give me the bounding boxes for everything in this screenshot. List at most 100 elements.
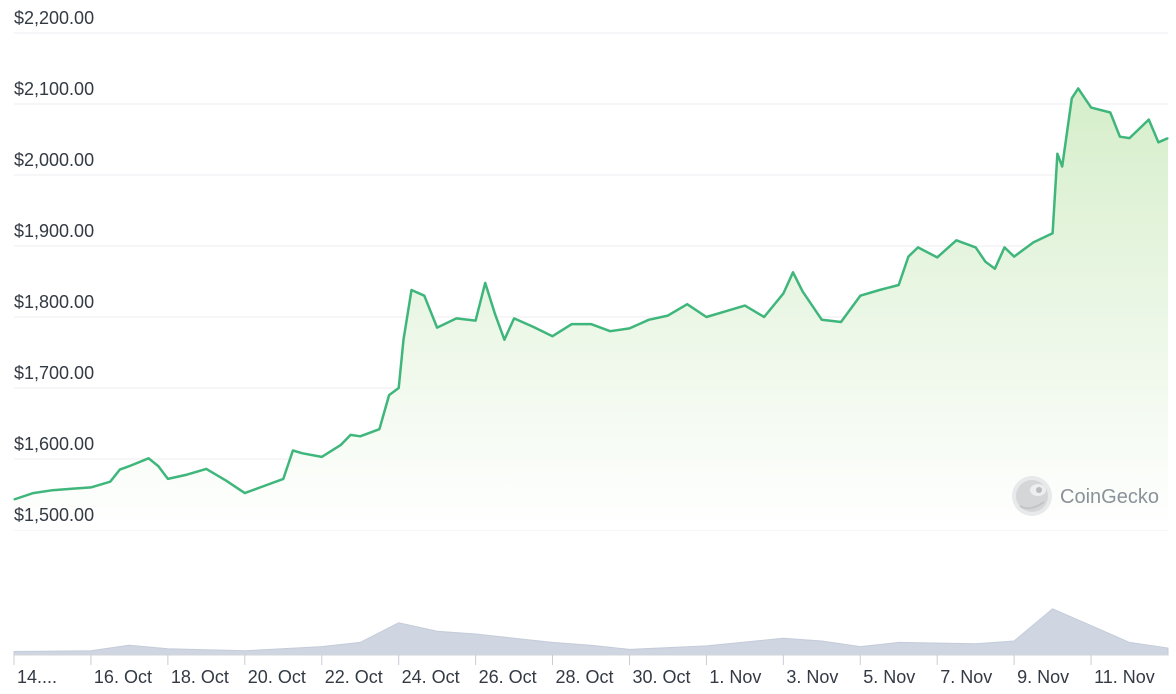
- price-point: [263, 485, 265, 487]
- price-point: [1119, 136, 1121, 138]
- y-tick-label: $1,800.00: [14, 292, 94, 312]
- price-point: [821, 319, 823, 321]
- price-point: [475, 320, 477, 322]
- price-point: [1148, 119, 1150, 121]
- price-line-layer: [13, 87, 1169, 501]
- price-point: [859, 295, 861, 297]
- x-tick-label: 28. Oct: [556, 667, 614, 687]
- price-point: [628, 327, 631, 329]
- price-point: [109, 481, 111, 483]
- price-point: [51, 489, 54, 491]
- x-tick-label: 16. Oct: [94, 667, 152, 687]
- price-point: [398, 387, 400, 389]
- price-point: [917, 246, 919, 248]
- price-point: [167, 478, 169, 480]
- y-tick-label: $1,700.00: [14, 363, 94, 383]
- x-tick-label: 20. Oct: [248, 667, 306, 687]
- price-point: [503, 339, 505, 341]
- price-point: [1003, 246, 1006, 248]
- x-tick-label: 30. Oct: [632, 667, 690, 687]
- x-tick-label: 18. Oct: [171, 667, 229, 687]
- y-tick-label: $2,200.00: [14, 8, 94, 28]
- price-point: [350, 434, 352, 436]
- price-point: [244, 492, 246, 494]
- y-tick-label: $1,600.00: [14, 434, 94, 454]
- price-point: [71, 488, 73, 490]
- y-axis-labels: $1,500.00 $1,600.00 $1,700.00 $1,800.00 $1,9…: [14, 8, 94, 525]
- x-tick-label: 7. Nov: [940, 667, 992, 687]
- y-tick-label: $1,900.00: [14, 221, 94, 241]
- price-point: [1071, 97, 1073, 99]
- price-point: [423, 295, 425, 297]
- volume-area-layer: [13, 608, 1169, 656]
- price-point: [667, 315, 669, 317]
- price-point: [402, 339, 405, 341]
- price-point: [1167, 137, 1169, 139]
- price-point: [410, 289, 413, 291]
- watermark-label: CoinGecko: [1060, 486, 1159, 508]
- coingecko-watermark: CoinGecko: [1012, 476, 1159, 516]
- price-point: [282, 478, 284, 480]
- volume-area: [13, 608, 1169, 656]
- price-point: [955, 239, 958, 241]
- price-point: [725, 310, 727, 312]
- x-tick-label: 1. Nov: [709, 667, 761, 687]
- price-point: [1013, 256, 1015, 258]
- price-point: [1061, 165, 1063, 168]
- price-point: [571, 323, 573, 325]
- price-point: [359, 435, 361, 437]
- price-point: [1056, 153, 1058, 155]
- price-point: [1090, 107, 1092, 109]
- price-point: [388, 394, 390, 396]
- price-point: [157, 465, 159, 467]
- price-point: [119, 469, 121, 471]
- price-point: [532, 326, 534, 328]
- price-point: [225, 479, 227, 481]
- price-point: [907, 256, 910, 258]
- price-point: [1128, 137, 1131, 139]
- x-tick-label: 11. Nov: [1094, 667, 1155, 687]
- price-point: [494, 312, 496, 314]
- price-point: [13, 498, 15, 501]
- price-point: [1052, 232, 1054, 234]
- x-tick-label: 24. Oct: [402, 667, 460, 687]
- y-tick-label: $2,100.00: [14, 79, 94, 99]
- x-tick-label: 26. Oct: [479, 667, 537, 687]
- price-point: [763, 316, 765, 318]
- price-point: [32, 492, 34, 494]
- price-point: [378, 428, 380, 430]
- price-point: [994, 268, 996, 270]
- gecko-logo-icon: [1012, 476, 1052, 516]
- x-tick-label: 14....: [17, 667, 57, 687]
- price-point: [878, 289, 881, 291]
- x-tick-label: 3. Nov: [786, 667, 838, 687]
- price-point: [186, 474, 188, 476]
- y-tick-label: $2,000.00: [14, 150, 94, 170]
- price-point: [648, 319, 650, 321]
- price-area: [14, 88, 1168, 531]
- price-point: [340, 444, 342, 446]
- price-point: [301, 452, 304, 454]
- y-tick-label: $1,500.00: [14, 505, 94, 525]
- price-point: [984, 261, 986, 263]
- price-point: [1032, 241, 1034, 243]
- price-point: [590, 323, 592, 325]
- price-point: [802, 290, 804, 292]
- price-point: [1157, 141, 1159, 143]
- price-point: [898, 284, 900, 286]
- price-point: [1109, 111, 1111, 114]
- price-point: [705, 316, 708, 318]
- price-point: [792, 271, 794, 273]
- price-area-layer: [14, 88, 1168, 531]
- price-point: [840, 321, 842, 323]
- price-point: [551, 335, 554, 337]
- price-point: [205, 468, 207, 470]
- x-tick-label: 22. Oct: [325, 667, 383, 687]
- price-point: [609, 330, 611, 332]
- price-point: [436, 327, 438, 329]
- price-point: [148, 457, 150, 459]
- price-point: [292, 449, 294, 452]
- price-point: [744, 305, 746, 307]
- x-tick-label: 9. Nov: [1017, 667, 1069, 687]
